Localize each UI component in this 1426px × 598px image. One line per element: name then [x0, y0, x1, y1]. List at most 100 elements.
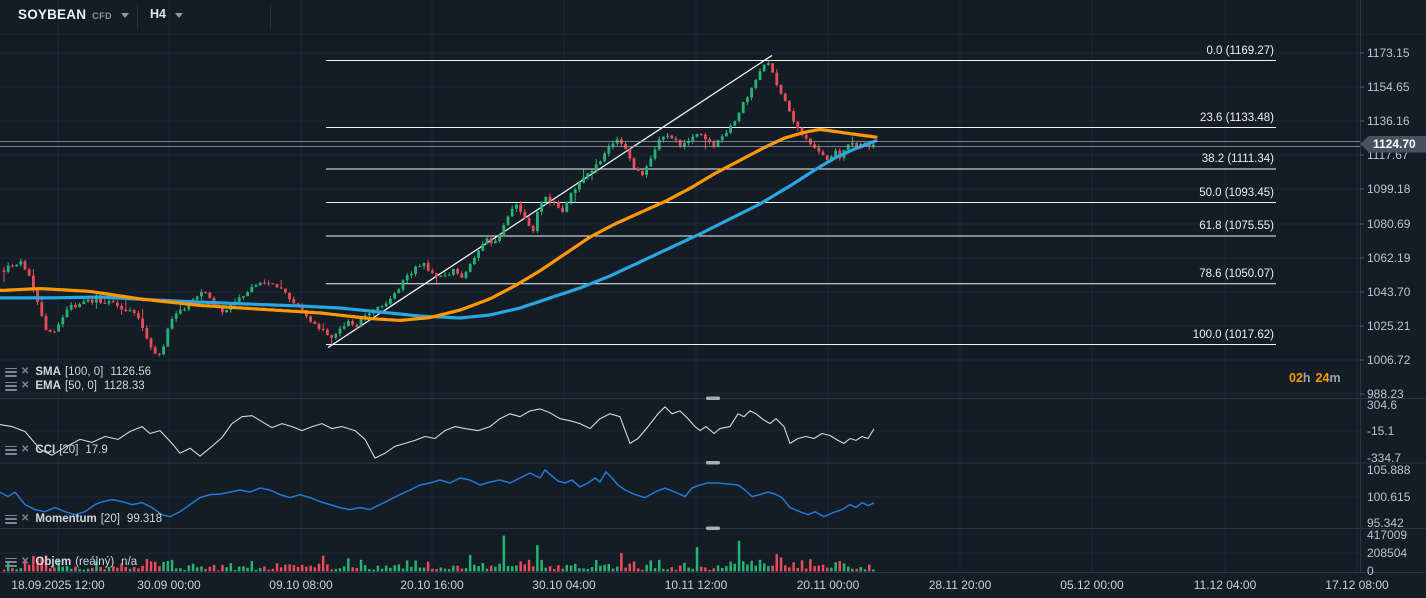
pane-resize-handle[interactable]	[706, 526, 720, 531]
symbol-name: SOYBEAN	[18, 7, 87, 22]
indicator-remove-icon[interactable]: ✕	[21, 513, 30, 524]
timeframe-selector-button[interactable]: H4	[150, 7, 183, 21]
symbol-type-badge: CFD	[92, 10, 112, 21]
countdown-minutes-unit: m	[1329, 371, 1341, 385]
countdown-hours: 02	[1289, 371, 1303, 385]
indicator-value: 1126.56	[110, 366, 152, 378]
indicator-name: CCI	[35, 444, 56, 456]
fib-level-label: 23.6 (1133.48)	[1200, 111, 1274, 124]
fib-level-label: 0.0 (1169.27)	[1206, 44, 1274, 57]
indicator-legend-cci[interactable]: ✕ CCI [20] 17.9	[5, 443, 108, 457]
time-axis[interactable]: 18.09.2025 12:00 30.09 00:00 09.10 08:00 20…	[0, 572, 1426, 598]
indicator-value: 1128.33	[103, 380, 145, 392]
indicator-settings-icon[interactable]	[5, 381, 17, 391]
indicator-params: [50, 0]	[64, 380, 97, 392]
time-axis-label: 09.10 08:00	[269, 578, 333, 592]
indicator-params: [20]	[100, 513, 120, 525]
indicator-legend-momentum[interactable]: ✕ Momentum [20] 99.318	[5, 512, 162, 526]
grid-layer	[0, 0, 1360, 572]
fib-level-label: 50.0 (1093.45)	[1199, 186, 1274, 199]
indicator-settings-icon[interactable]	[5, 367, 17, 377]
indicator-params: [20]	[59, 444, 79, 456]
current-price-tag: 1124.70	[1360, 135, 1426, 153]
indicator-remove-icon[interactable]: ✕	[21, 444, 30, 455]
volume-axis-label: 417009	[1367, 528, 1408, 542]
price-axis-label: 1154.65	[1367, 80, 1410, 94]
candles-layer	[2, 60, 875, 357]
time-axis-label: 20.11 00:00	[796, 578, 860, 592]
time-axis-label: 17.12 08:00	[1325, 578, 1389, 592]
indicator-remove-icon[interactable]: ✕	[21, 380, 30, 391]
indicator-settings-icon[interactable]	[5, 557, 17, 567]
time-axis-label: 05.12 00:00	[1060, 578, 1124, 592]
fib-retracement-drawing[interactable]	[326, 60, 1276, 346]
chart-toolbar: SOYBEAN CFD H4	[0, 0, 1426, 34]
price-axis-label: 1099.18	[1367, 182, 1411, 196]
indicator-value: 17.9	[85, 444, 108, 456]
price-axis-label: 1006.72	[1367, 353, 1411, 367]
price-axis-label: 1025.21	[1367, 319, 1411, 333]
indicator-value: 99.318	[126, 513, 163, 525]
indicator-settings-icon[interactable]	[5, 514, 17, 524]
price-axis-label: 988.23	[1367, 387, 1404, 401]
price-axis-label: 1062.19	[1367, 251, 1411, 265]
toolbar-divider	[270, 5, 271, 29]
price-axis-label: 1080.69	[1367, 217, 1411, 231]
fib-level-label: 100.0 (1017.62)	[1192, 328, 1274, 341]
countdown-minutes: 24	[1315, 371, 1330, 385]
indicator-remove-icon[interactable]: ✕	[21, 366, 30, 377]
time-axis-label: 11.12 04:00	[1193, 578, 1257, 592]
fib-level-label: 78.6 (1050.07)	[1199, 267, 1274, 280]
bar-close-countdown: 02h 24m	[1289, 371, 1341, 385]
indicator-name: SMA	[35, 366, 61, 378]
indicator-name: Objem	[35, 556, 72, 568]
toolbar-divider	[137, 5, 138, 29]
indicator-params: [100, 0]	[64, 366, 104, 378]
indicator-lines-layer	[0, 406, 875, 518]
indicator-legend-sma[interactable]: ✕ SMA [100, 0] 1126.56	[5, 365, 151, 379]
indicator-settings-icon[interactable]	[5, 445, 17, 455]
price-axis-label: 1136.16	[1367, 114, 1410, 128]
price-axis-label: 1173.15	[1367, 46, 1410, 60]
momentum-axis-label: 105.888	[1367, 463, 1411, 477]
indicator-name: EMA	[35, 380, 61, 392]
moving-averages-layer	[0, 127, 878, 322]
current-price-value: 1124.70	[1373, 136, 1416, 151]
time-axis-label: 30.10 04:00	[532, 578, 596, 592]
timeframe-value: H4	[150, 7, 166, 21]
cci-axis-label: 304.6	[1367, 398, 1398, 412]
time-axis-label: 18.09.2025 12:00	[11, 578, 105, 592]
fib-level-label: 61.8 (1075.55)	[1199, 220, 1274, 233]
time-axis-label: 30.09 00:00	[137, 578, 201, 592]
price-axis[interactable]: 1124.70 1173.15 1154.65 1136.16 1117.67 1099…	[1360, 0, 1426, 578]
cci-axis-label: -15.1	[1367, 424, 1395, 438]
indicator-legend-volume[interactable]: ✕ Objem (reálný) n/a	[5, 555, 137, 569]
indicator-name: Momentum	[35, 513, 97, 525]
time-axis-label: 28.11 20:00	[928, 578, 992, 592]
chevron-down-icon	[174, 12, 183, 18]
countdown-hours-unit: h	[1302, 371, 1311, 385]
momentum-axis-label: 100.615	[1367, 490, 1411, 504]
price-axis-label: 1043.70	[1367, 285, 1411, 299]
pane-resize-handle[interactable]	[706, 396, 720, 401]
volume-layer	[2, 535, 875, 572]
momentum-axis-label: 95.342	[1367, 516, 1404, 530]
cci-axis-label: -334.7	[1367, 451, 1402, 465]
volume-axis-label: 208504	[1367, 546, 1408, 560]
time-axis-label: 20.10 16:00	[400, 578, 464, 592]
pane-resize-handle[interactable]	[706, 461, 720, 465]
volume-axis-label: 0	[1367, 564, 1374, 578]
symbol-selector-button[interactable]: SOYBEAN CFD	[18, 7, 129, 22]
indicator-remove-icon[interactable]: ✕	[21, 556, 30, 567]
time-axis-label: 10.11 12:00	[664, 578, 728, 592]
indicator-params: (reálný)	[75, 556, 115, 568]
indicator-value: n/a	[121, 556, 138, 568]
indicator-legend-ema[interactable]: ✕ EMA [50, 0] 1128.33	[5, 379, 145, 393]
chevron-down-icon	[120, 13, 129, 18]
current-price-lines	[0, 141, 1360, 147]
pane-chrome	[0, 0, 1426, 573]
fib-level-label: 38.2 (1111.34)	[1201, 153, 1274, 166]
